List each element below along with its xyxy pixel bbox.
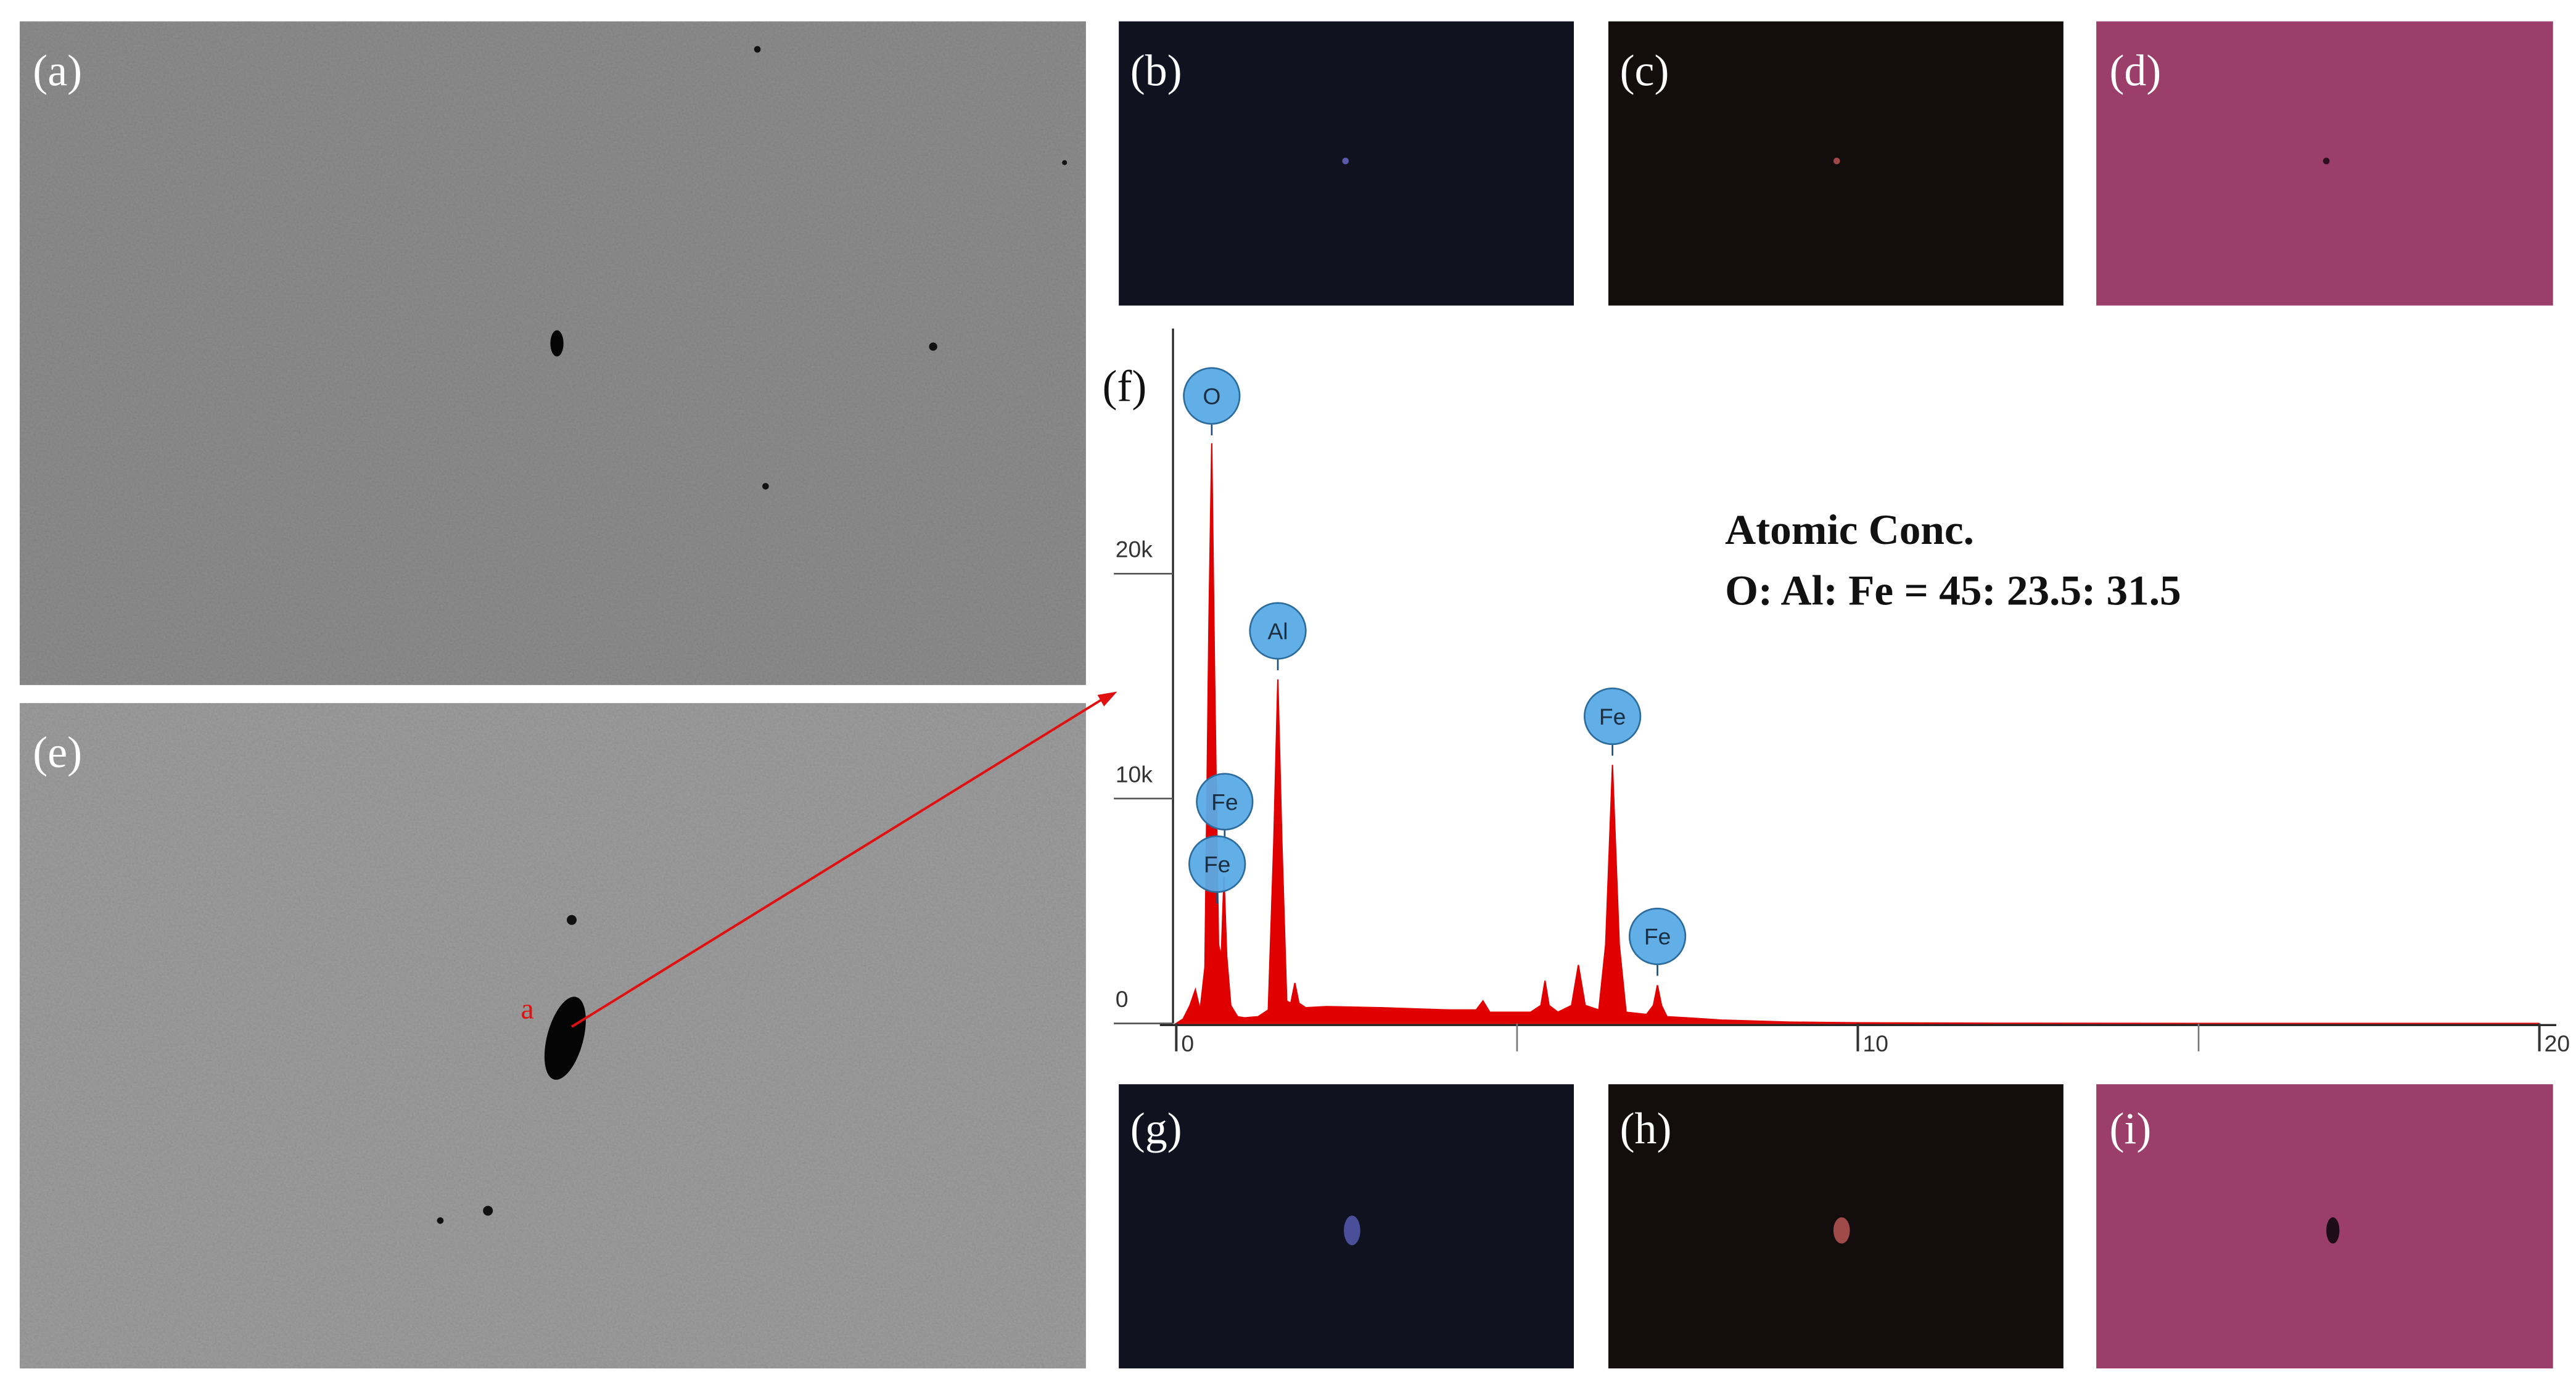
particle [483, 1206, 493, 1216]
peak-label: O [1203, 383, 1220, 409]
panel-label: (c) [1620, 46, 1669, 96]
particle [754, 46, 761, 53]
peak-marker [1249, 602, 1307, 660]
annotation: Atomic Conc. [1725, 506, 1974, 553]
peak-label: Al [1267, 618, 1288, 644]
x-tick-label: 20 [2545, 1030, 2570, 1056]
peak-label: Fe [1204, 852, 1231, 878]
spectrum-area [1174, 443, 2540, 1024]
y-tick-label: 0 [1116, 986, 1129, 1012]
particle [544, 997, 586, 1080]
x-tick-label: 10 [1862, 1030, 1888, 1056]
element-map [2096, 1084, 2553, 1369]
annotation: O: Al: Fe = 45: 23.5: 31.5 [1725, 566, 2181, 614]
spectrum: 0 10k 20k 0 10 20 O Al Fe Fe Fe Fe [1114, 328, 2570, 1056]
arrow [570, 697, 1105, 1028]
y-tick-label: 20k [1116, 537, 1153, 562]
peak-marker [1188, 835, 1246, 893]
map-spot [2323, 157, 2330, 165]
map-spot [1344, 1215, 1360, 1246]
map-spot [2326, 1217, 2340, 1244]
panel-label: (d) [2109, 46, 2161, 96]
peak-label: Fe [1644, 924, 1671, 950]
particle [550, 330, 564, 357]
panel-label: (i) [2109, 1104, 2151, 1153]
x-tick-label: 0 [1181, 1030, 1194, 1056]
point-label: a [521, 993, 533, 1026]
particle [1062, 160, 1068, 165]
arrow-head [1097, 691, 1117, 707]
panel-label: (e) [33, 728, 82, 777]
particle [929, 342, 937, 351]
peak-label: Fe [1599, 704, 1626, 730]
peak-marker [1183, 367, 1241, 425]
peak-label: Fe [1211, 789, 1238, 815]
particle [437, 1217, 444, 1224]
peak-marker [1196, 773, 1254, 831]
particle [567, 915, 577, 925]
panel-label: (g) [1130, 1104, 1182, 1153]
panel-label: (b) [1130, 46, 1182, 96]
peak-marker [1584, 687, 1642, 746]
peak-marker [1628, 907, 1687, 966]
particle [762, 483, 769, 490]
map-spot [1342, 157, 1349, 165]
y-tick-label: 10k [1116, 761, 1153, 787]
panel-label: (h) [1620, 1104, 1672, 1153]
panel-label: (a) [33, 46, 82, 96]
map-spot [1833, 1217, 1850, 1244]
map-spot [1833, 157, 1840, 165]
panel-label: (f) [1102, 361, 1146, 411]
